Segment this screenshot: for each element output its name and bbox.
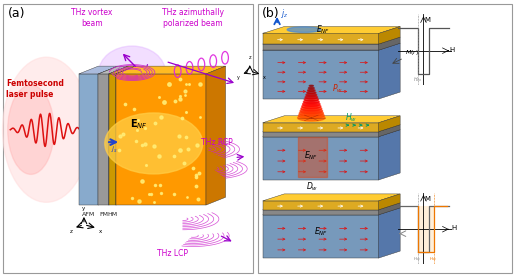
Polygon shape xyxy=(263,132,379,137)
Polygon shape xyxy=(263,125,400,132)
Text: (a): (a) xyxy=(8,7,25,20)
Text: AFM: AFM xyxy=(82,212,95,217)
Text: H: H xyxy=(451,225,457,231)
Text: $E_{NF}$: $E_{NF}$ xyxy=(314,226,328,238)
Polygon shape xyxy=(263,33,379,44)
Polygon shape xyxy=(305,96,318,99)
Text: $j_s$: $j_s$ xyxy=(111,144,118,155)
Text: $H_{ex}$: $H_{ex}$ xyxy=(413,255,422,263)
Polygon shape xyxy=(301,106,322,111)
Polygon shape xyxy=(263,194,400,201)
Polygon shape xyxy=(263,201,379,210)
Ellipse shape xyxy=(287,27,321,32)
Text: y: y xyxy=(237,75,240,80)
Text: $D_w$: $D_w$ xyxy=(306,181,319,193)
Text: FM: FM xyxy=(99,212,108,217)
Polygon shape xyxy=(379,194,400,210)
Polygon shape xyxy=(418,206,434,252)
Text: THz vortex
beam: THz vortex beam xyxy=(71,8,112,28)
Polygon shape xyxy=(379,27,400,44)
Text: THz RCP: THz RCP xyxy=(201,138,233,147)
Polygon shape xyxy=(379,116,400,132)
Polygon shape xyxy=(98,74,109,205)
Polygon shape xyxy=(109,66,135,74)
Polygon shape xyxy=(263,27,400,33)
Polygon shape xyxy=(302,104,321,109)
Text: $j_z$: $j_z$ xyxy=(281,8,288,20)
Polygon shape xyxy=(303,102,320,106)
Polygon shape xyxy=(109,74,116,205)
Polygon shape xyxy=(263,210,379,215)
Polygon shape xyxy=(116,74,206,205)
Text: Femtosecond
laser pulse: Femtosecond laser pulse xyxy=(6,79,64,99)
Polygon shape xyxy=(263,50,379,99)
Ellipse shape xyxy=(8,85,54,174)
Polygon shape xyxy=(79,66,118,74)
Text: z: z xyxy=(70,229,72,234)
Polygon shape xyxy=(116,66,226,74)
Polygon shape xyxy=(379,130,400,180)
Text: y: y xyxy=(82,206,85,211)
Text: z: z xyxy=(248,55,251,60)
Bar xyxy=(3,4,253,273)
Text: THz azimuthally
polarized beam: THz azimuthally polarized beam xyxy=(162,8,224,28)
Polygon shape xyxy=(263,130,400,137)
Polygon shape xyxy=(299,113,324,119)
Text: $H_{ex}$: $H_{ex}$ xyxy=(430,255,438,263)
Polygon shape xyxy=(263,203,400,210)
Text: H: H xyxy=(450,47,455,52)
Polygon shape xyxy=(299,110,323,116)
Polygon shape xyxy=(263,215,379,258)
Ellipse shape xyxy=(3,57,90,202)
Polygon shape xyxy=(307,90,315,91)
Text: $P_w$: $P_w$ xyxy=(332,82,343,95)
Text: x: x xyxy=(99,229,102,234)
Polygon shape xyxy=(263,43,400,50)
Text: $\mathbf{E}_{NF}$: $\mathbf{E}_{NF}$ xyxy=(130,117,148,131)
Text: $E_{NF}$: $E_{NF}$ xyxy=(304,150,318,162)
Text: x: x xyxy=(263,75,266,80)
Polygon shape xyxy=(206,66,226,205)
Text: $M(r)$: $M(r)$ xyxy=(405,48,419,57)
Polygon shape xyxy=(98,66,118,205)
Polygon shape xyxy=(298,115,325,121)
Text: THz LCP: THz LCP xyxy=(157,249,188,258)
Text: HM: HM xyxy=(108,212,118,217)
Text: $H_w$: $H_w$ xyxy=(346,112,357,124)
Text: M: M xyxy=(424,17,431,23)
Polygon shape xyxy=(263,208,400,215)
Text: $H_{ex}$: $H_{ex}$ xyxy=(413,75,422,84)
Polygon shape xyxy=(116,66,135,205)
Polygon shape xyxy=(310,85,313,86)
Ellipse shape xyxy=(105,113,202,174)
Bar xyxy=(258,4,512,273)
Polygon shape xyxy=(304,98,318,101)
Polygon shape xyxy=(263,116,400,123)
Polygon shape xyxy=(263,123,379,132)
Polygon shape xyxy=(379,203,400,215)
Polygon shape xyxy=(379,208,400,258)
Polygon shape xyxy=(379,37,400,50)
Text: (b): (b) xyxy=(262,7,279,20)
Polygon shape xyxy=(263,44,379,50)
Polygon shape xyxy=(109,66,128,205)
Ellipse shape xyxy=(99,46,165,99)
Polygon shape xyxy=(263,137,379,180)
Text: M: M xyxy=(424,196,431,202)
Polygon shape xyxy=(307,92,316,94)
Polygon shape xyxy=(379,43,400,99)
Polygon shape xyxy=(306,94,317,96)
Polygon shape xyxy=(303,100,319,104)
Bar xyxy=(299,137,327,177)
Polygon shape xyxy=(79,74,98,205)
Polygon shape xyxy=(308,87,314,89)
Polygon shape xyxy=(379,125,400,137)
Text: $E_{NF}$: $E_{NF}$ xyxy=(316,24,330,36)
Polygon shape xyxy=(263,37,400,44)
Polygon shape xyxy=(98,66,128,74)
Polygon shape xyxy=(300,109,322,114)
